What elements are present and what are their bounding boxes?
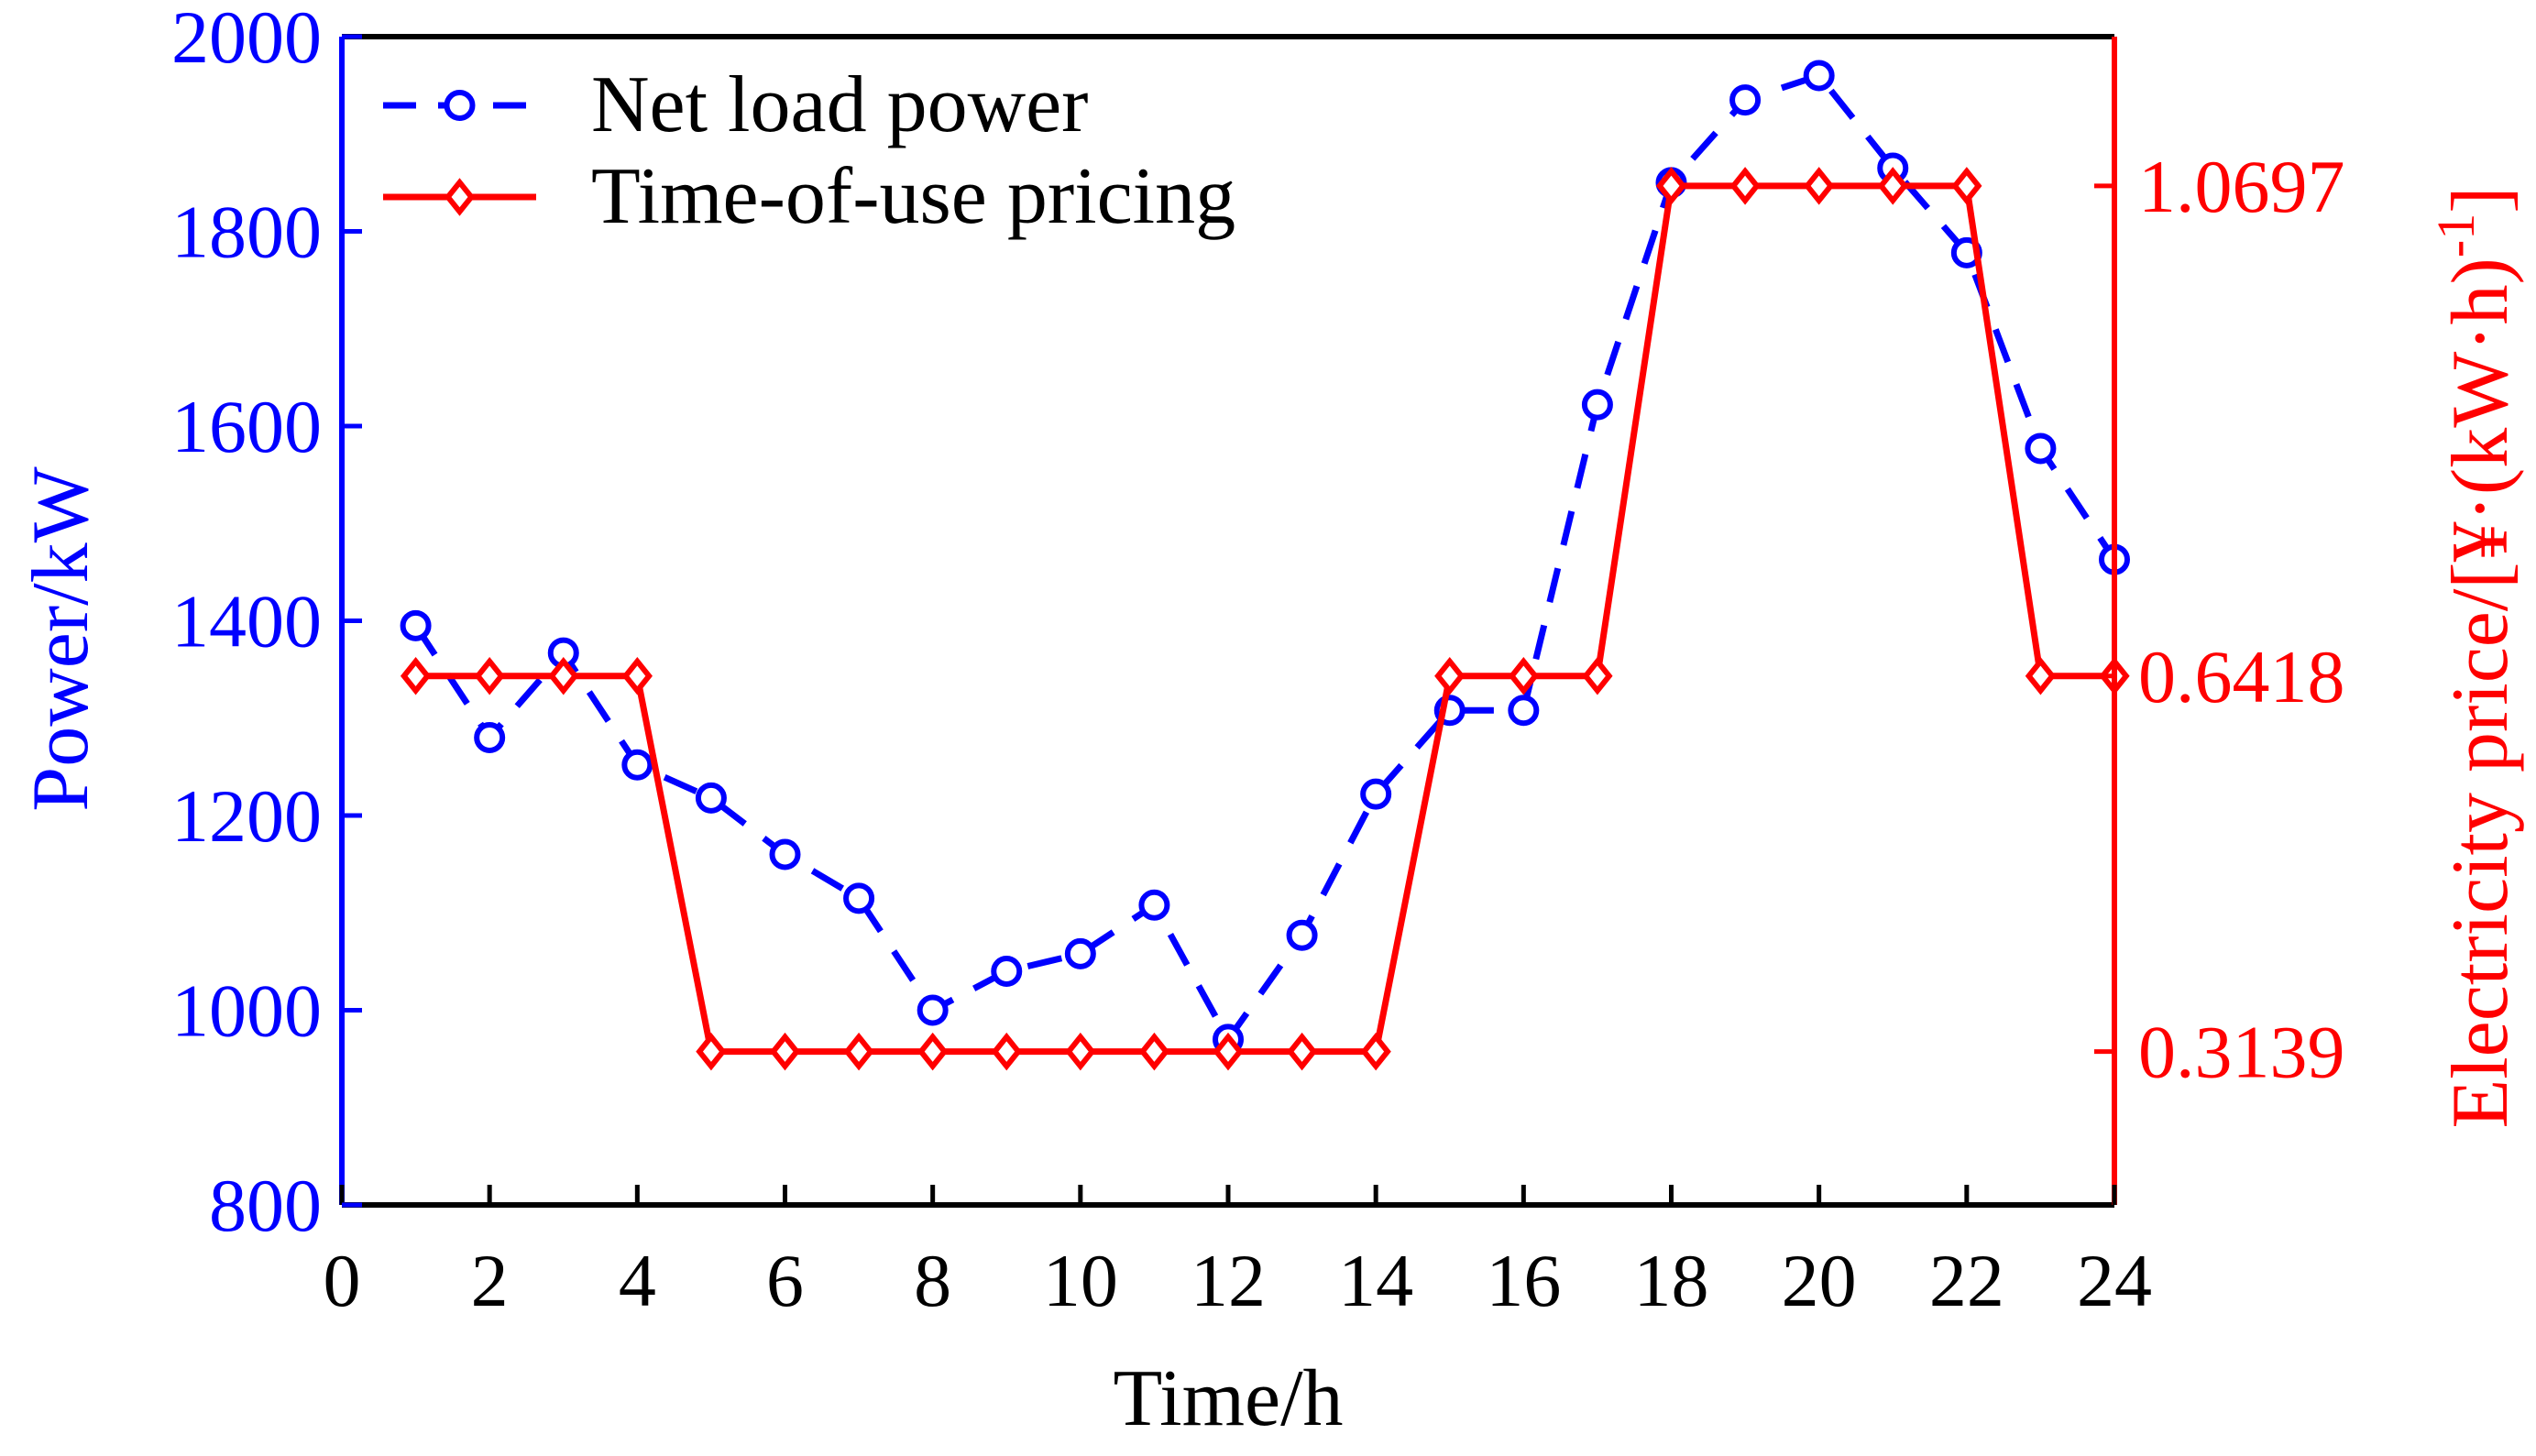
x-tick-label: 10: [1043, 1239, 1118, 1322]
data-point-time-of-use-pricing: [769, 1032, 801, 1071]
data-point-net-load-power: [1581, 389, 1613, 421]
legend-label-net-load-power: Net load power: [591, 60, 1088, 149]
left-y-tick-label: 1800: [171, 191, 322, 274]
data-point-time-of-use-pricing: [1655, 167, 1687, 205]
data-point-net-load-power: [917, 994, 949, 1026]
data-point-net-load-power: [474, 722, 506, 753]
data-point-net-load-power: [1803, 60, 1835, 92]
data-point-net-load-power: [991, 956, 1023, 987]
x-tick-label: 22: [1929, 1239, 2004, 1322]
x-tick-label: 6: [766, 1239, 804, 1322]
x-tick-label: 12: [1191, 1239, 1266, 1322]
right-y-tick-label: 0.6418: [2138, 635, 2345, 718]
legend-marker-net-load-power: [444, 90, 476, 121]
data-point-time-of-use-pricing: [1138, 1032, 1170, 1071]
data-point-time-of-use-pricing: [548, 656, 579, 695]
legend-label-time-of-use-pricing: Time-of-use pricing: [591, 152, 1235, 241]
x-tick-label: 20: [1782, 1239, 1857, 1322]
data-point-time-of-use-pricing: [1286, 1032, 1318, 1071]
data-point-net-load-power: [1729, 84, 1762, 116]
data-point-time-of-use-pricing: [1213, 1032, 1244, 1071]
data-point-time-of-use-pricing: [2025, 656, 2057, 695]
x-tick-label: 14: [1338, 1239, 1413, 1322]
left-y-tick-label: 1400: [171, 580, 322, 663]
data-point-time-of-use-pricing: [1729, 167, 1761, 205]
data-point-net-load-power: [621, 749, 653, 781]
left-y-tick-label: 800: [209, 1164, 322, 1247]
right-y-axis-label-close: ]: [2436, 186, 2525, 213]
data-point-time-of-use-pricing: [696, 1032, 727, 1071]
series-line-time-of-use-pricing: [415, 182, 2114, 1056]
data-point-time-of-use-pricing: [991, 1032, 1022, 1071]
data-point-net-load-power: [1138, 889, 1170, 921]
data-point-time-of-use-pricing: [1360, 1032, 1391, 1071]
data-point-time-of-use-pricing: [1065, 1032, 1096, 1071]
data-point-time-of-use-pricing: [843, 1032, 874, 1071]
data-point-time-of-use-pricing: [474, 656, 505, 695]
left-y-tick-label: 1000: [171, 969, 322, 1053]
x-tick-label: 2: [471, 1239, 509, 1322]
x-tick-label: 16: [1486, 1239, 1561, 1322]
right-y-tick-label: 1.0697: [2138, 145, 2345, 228]
data-point-net-load-power: [1508, 695, 1540, 727]
data-point-net-load-power: [1360, 778, 1392, 810]
x-tick-label: 8: [914, 1239, 951, 1322]
data-point-net-load-power: [769, 838, 801, 870]
data-point-time-of-use-pricing: [621, 656, 653, 695]
left-y-axis-label: Power/kW: [16, 466, 105, 811]
data-point-net-load-power: [2025, 432, 2057, 465]
right-y-axis-label-main: Electricity price/[¥·(kW·h): [2436, 257, 2525, 1128]
data-point-time-of-use-pricing: [1582, 656, 1613, 695]
data-point-net-load-power: [400, 609, 432, 641]
data-point-net-load-power: [1064, 937, 1096, 969]
x-tick-label: 24: [2077, 1239, 2152, 1322]
data-point-net-load-power: [1286, 919, 1318, 951]
data-point-net-load-power: [843, 882, 875, 914]
data-point-time-of-use-pricing: [917, 1032, 949, 1071]
x-axis-label: Time/h: [1113, 1354, 1343, 1443]
right-y-axis-label-superscript: -1: [2426, 213, 2486, 257]
left-y-tick-label: 2000: [171, 0, 322, 79]
right-y-tick-label: 0.3139: [2138, 1011, 2345, 1094]
data-point-time-of-use-pricing: [1434, 656, 1466, 695]
left-y-tick-label: 1600: [171, 385, 322, 468]
series-line-net-load-power: [412, 72, 2117, 1043]
data-point-time-of-use-pricing: [400, 656, 432, 695]
x-tick-label: 18: [1634, 1239, 1709, 1322]
data-point-time-of-use-pricing: [1877, 167, 1908, 205]
data-point-net-load-power: [695, 782, 727, 814]
data-point-time-of-use-pricing: [1804, 167, 1835, 205]
x-tick-label: 0: [324, 1239, 361, 1322]
x-tick-label: 4: [619, 1239, 656, 1322]
axes: 0 2 4 6 8 10 12 14 16 18 20 22 248001000120014001600…: [16, 0, 2525, 1443]
left-y-tick-label: 1200: [171, 774, 322, 858]
data-point-time-of-use-pricing: [1508, 656, 1539, 695]
data-point-time-of-use-pricing: [1951, 167, 1982, 205]
legend-marker-time-of-use-pricing: [444, 178, 476, 216]
right-y-axis-label: Electricity price/[¥·(kW·h)-1]: [2426, 186, 2525, 1128]
